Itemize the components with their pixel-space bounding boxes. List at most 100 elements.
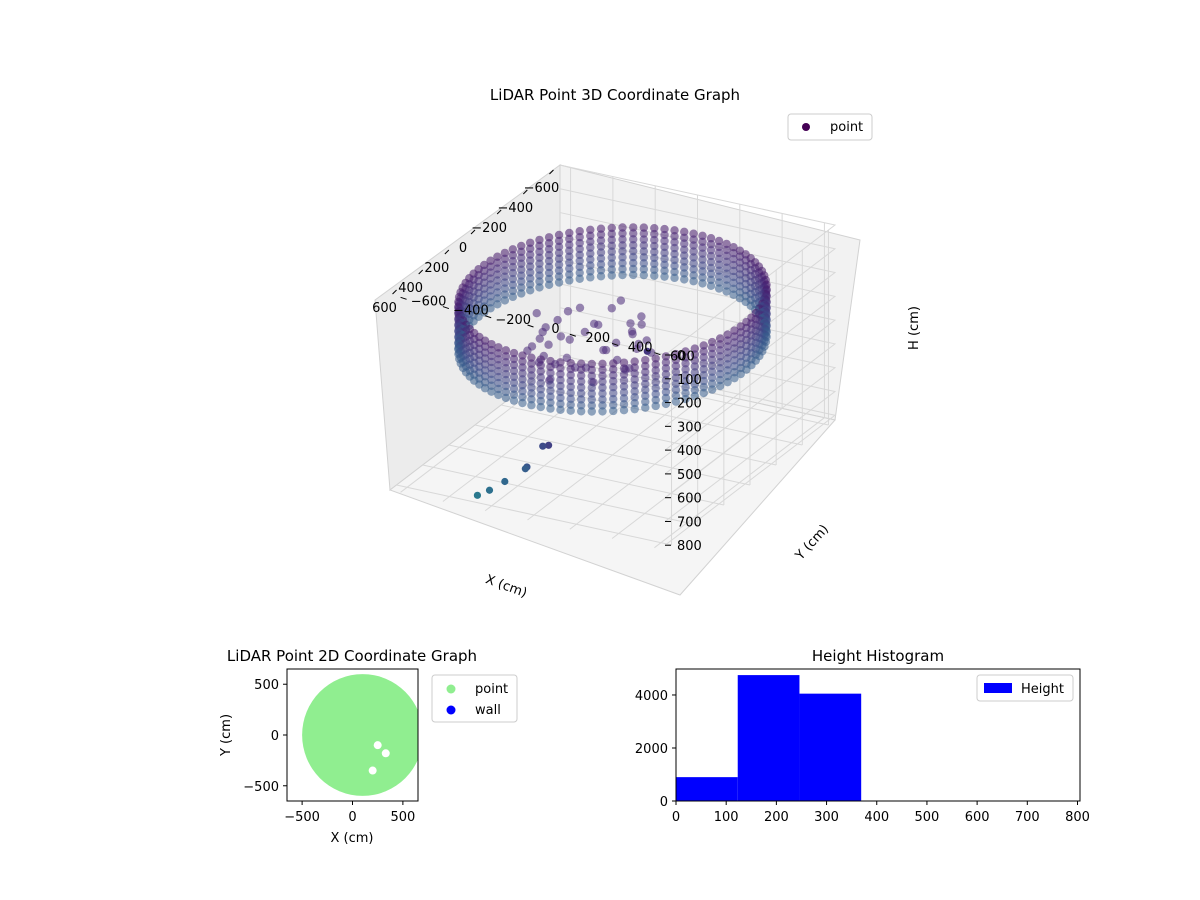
legend-2d-label-point: point [475, 682, 508, 697]
cloud-point [487, 369, 496, 379]
cloud-point [628, 329, 637, 339]
cloud-point [637, 320, 646, 329]
cloud-point [596, 236, 606, 245]
cloud-point [508, 245, 518, 254]
cloud-point [598, 383, 607, 392]
cloud-point [527, 353, 536, 362]
z-tick-label: 200 [677, 397, 702, 412]
cloud-point [493, 294, 502, 303]
cloud-point [715, 375, 725, 385]
cloud-point [690, 374, 700, 383]
cloud-point [639, 229, 649, 238]
cloud-point [706, 245, 716, 255]
cloud-point [715, 352, 725, 361]
cloud-point [706, 269, 716, 279]
y-tick-label-hist: 0 [660, 795, 668, 810]
cloud-point [554, 248, 564, 257]
cloud-point [576, 371, 586, 380]
cloud-point [544, 244, 554, 254]
z-tick-label: 600 [677, 492, 702, 507]
cloud-point [619, 376, 629, 385]
x-tick-label: −400 [497, 201, 533, 216]
cloud-point [619, 388, 629, 397]
cloud-point [641, 367, 650, 377]
cloud-point [586, 255, 595, 264]
cloud-point [518, 381, 527, 390]
x-tick-label-hist: 700 [1015, 810, 1040, 825]
cloud-point [517, 289, 526, 298]
cloud-point [707, 373, 717, 382]
cloud-point [680, 257, 689, 266]
cloud-point [670, 237, 679, 247]
cloud-point [619, 400, 629, 409]
cloud-point [487, 363, 496, 373]
cloud-point [714, 266, 724, 275]
cloud-point [706, 263, 716, 273]
cloud-point [500, 278, 510, 287]
cloud-point [707, 379, 717, 388]
cloud-point [639, 270, 649, 280]
cloud-point [714, 236, 724, 246]
cloud-point [723, 342, 732, 351]
cloud-point [607, 259, 616, 268]
legend-3d-box [787, 113, 873, 141]
cloud-point [538, 327, 547, 337]
cloud-point [566, 370, 575, 380]
x-axis-2d-label: X (cm) [331, 831, 374, 846]
y-axis-2d-label: Y (cm) [219, 714, 234, 757]
cloud-point [598, 371, 607, 380]
x-tick-label-2d: 0 [348, 810, 356, 825]
cloud-point [680, 227, 689, 237]
cloud-point [715, 363, 725, 373]
cloud-point [486, 280, 495, 289]
cloud-point [670, 243, 679, 253]
cloud-point [680, 245, 689, 254]
cloud-point [680, 251, 689, 260]
cloud-point [518, 363, 527, 372]
cloud-point [598, 401, 607, 410]
cloud-point [576, 383, 586, 392]
cloud-point [527, 371, 536, 380]
cloud-point [650, 265, 659, 275]
cloud-point [651, 360, 660, 369]
cloud-point [500, 284, 510, 293]
cloud-point [554, 230, 564, 240]
cloud-point [532, 308, 541, 318]
cloud-point [493, 276, 502, 285]
cloud-point [556, 393, 565, 403]
cloud-point [660, 272, 669, 281]
cloud-point [723, 354, 732, 363]
cloud-point [671, 355, 681, 365]
cloud-point [566, 400, 575, 409]
outlier-point [545, 441, 553, 449]
cloud-point [661, 358, 671, 367]
cloud-point [698, 267, 707, 276]
cloud-point [546, 380, 555, 390]
cloud-point [546, 398, 555, 407]
cloud-point [670, 267, 679, 277]
cloud-point [594, 320, 603, 330]
cloud-point [630, 357, 639, 366]
cloud-point [486, 286, 495, 295]
cloud-point [681, 359, 690, 368]
cloud-point [525, 256, 535, 265]
cloud-point [698, 279, 707, 288]
cloud-point [500, 296, 510, 305]
cloud-point [660, 260, 669, 269]
cloud-point [509, 354, 519, 364]
cloud-point [527, 359, 536, 368]
cloud-point [714, 284, 724, 293]
cloud-point [607, 271, 616, 280]
cloud-point [629, 264, 638, 274]
cloud-point [576, 407, 586, 416]
cloud-point [509, 390, 519, 399]
cloud-point [486, 262, 495, 271]
cloud-point [596, 272, 606, 281]
cloud-point [518, 392, 527, 402]
cloud-point [651, 383, 660, 393]
cloud-point [698, 249, 707, 258]
cloud-point [486, 274, 495, 283]
histogram-frame [675, 668, 1081, 802]
grid-line [559, 164, 837, 356]
cloud-point [619, 382, 629, 391]
